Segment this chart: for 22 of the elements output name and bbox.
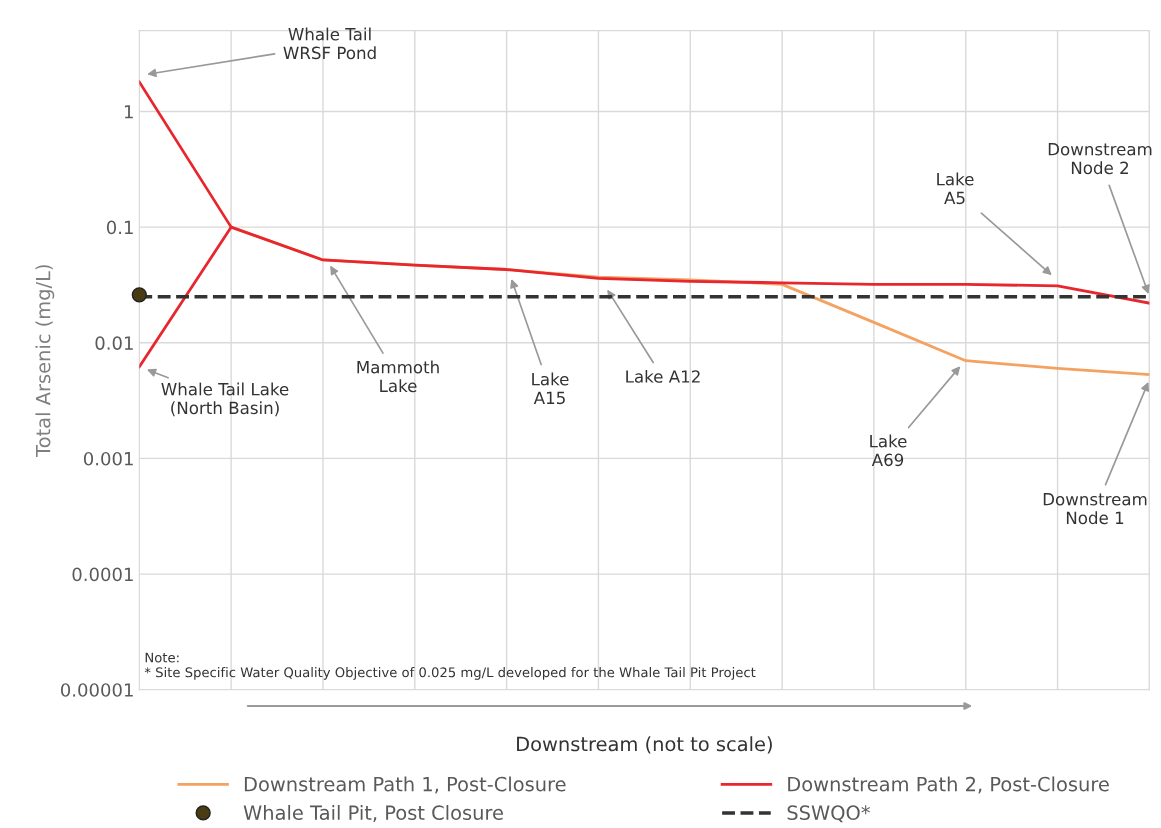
annotation: Whale Tail WRSF Pond — [283, 27, 376, 60]
legend-label: Downstream Path 2, Post-Closure — [788, 776, 1109, 794]
y-tick-label: 0.1 — [106, 220, 133, 235]
annotation: Note: * Site Specific Water Quality Objective of 0.025 mg/L developed for the Whale Tail Pit Project — [144, 652, 756, 680]
y-tick-label: 1 — [124, 105, 133, 119]
legend-label: Downstream Path 1, Post-Closure — [244, 776, 566, 794]
annotation: Mammoth Lake — [357, 360, 439, 393]
legend-label: Whale Tail Pit, Post Closure — [243, 804, 503, 822]
annotation: Whale Tail Lake (North Basin) — [161, 382, 289, 417]
y-axis-title: Total Arsenic (mg/L) — [35, 265, 55, 457]
x-axis-title: Downstream (not to scale) — [517, 736, 772, 754]
annotation: Lake A12 — [626, 369, 700, 383]
annotation: Lake A5 — [937, 172, 974, 205]
y-tick-label: 0.01 — [95, 336, 133, 350]
y-tick-label: 0.00001 — [60, 683, 133, 697]
y-tick-label: 0.001 — [83, 451, 133, 466]
annotation: Downstream Node 1 — [1043, 493, 1147, 525]
annotation: Lake A69 — [870, 434, 907, 467]
legend-label: SSWQO* — [787, 805, 870, 823]
y-tick-label: 0.0001 — [72, 567, 133, 582]
annotation: Lake A15 — [532, 372, 569, 405]
annotation: Downstream Node 2 — [1048, 143, 1152, 175]
